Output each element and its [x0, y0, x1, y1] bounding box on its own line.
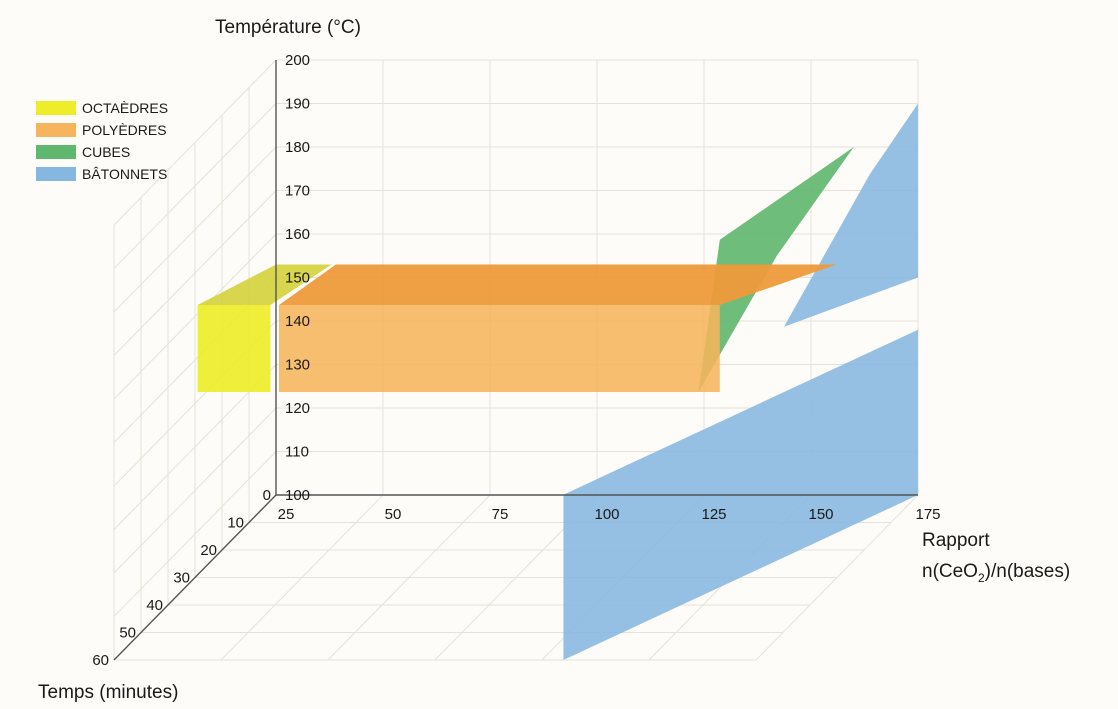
- x-tick-125: 125: [701, 506, 726, 523]
- x-axis-title-suffix: )/n(bases): [985, 561, 1071, 582]
- y-tick-130: 130: [285, 357, 310, 374]
- z-axis-line: [113, 494, 277, 661]
- region-polyedres-front: [279, 305, 720, 392]
- legend-swatch-cubes: [36, 145, 76, 159]
- legend-swatch-octaedres: [36, 101, 76, 115]
- z-tick-20: 20: [200, 542, 217, 559]
- x-tick-150: 150: [808, 506, 833, 523]
- legend: OCTAÈDRES POLYÈDRES CUBES BÂTONNETS: [36, 100, 168, 182]
- regions: [197, 103, 918, 660]
- x-tick-75: 75: [492, 506, 509, 523]
- legend-label-octaedres: OCTAÈDRES: [82, 100, 168, 116]
- x-tick-50: 50: [385, 506, 402, 523]
- legend-swatch-batonnets: [36, 167, 76, 181]
- region-octaedres-top: [197, 264, 332, 305]
- z-tick-50: 50: [119, 625, 136, 642]
- y-tick-110: 110: [285, 444, 309, 461]
- x-axis-title-line1: Rapport: [922, 530, 990, 551]
- region-octaedres-front: [197, 305, 271, 392]
- x-tick-100: 100: [594, 506, 619, 523]
- y-tick-190: 190: [285, 96, 310, 113]
- z-tick-60: 60: [92, 652, 109, 669]
- x-tick-175: 175: [915, 506, 940, 523]
- legend-label-polyedres: POLYÈDRES: [82, 122, 167, 138]
- x-axis-title-prefix: n(CeO: [922, 561, 978, 582]
- y-tick-160: 160: [285, 226, 310, 243]
- y-tick-150: 150: [285, 270, 310, 287]
- x-tick-25: 25: [278, 506, 295, 523]
- y-axis-title: Température (°C): [215, 17, 361, 38]
- x-axis-title-line2: n(CeO2)/n(bases): [922, 561, 1070, 585]
- legend-label-batonnets: BÂTONNETS: [82, 166, 167, 182]
- y-tick-170: 170: [285, 183, 310, 200]
- z-axis-title: Temps (minutes): [38, 682, 178, 703]
- y-tick-120: 120: [285, 400, 310, 417]
- legend-swatch-polyedres: [36, 123, 76, 137]
- z-tick-0: 0: [263, 487, 271, 504]
- y-tick-180: 180: [285, 139, 310, 156]
- z-tick-40: 40: [146, 597, 163, 614]
- legend-label-cubes: CUBES: [82, 144, 130, 160]
- region-polyedres-top: [279, 264, 837, 305]
- z-tick-10: 10: [227, 515, 244, 532]
- z-tick-30: 30: [173, 570, 190, 587]
- y-tick-140: 140: [285, 313, 310, 330]
- y-tick-100: 100: [285, 487, 310, 504]
- axes: [113, 60, 918, 661]
- x-axis-title-subscript: 2: [978, 571, 985, 585]
- y-tick-200: 200: [285, 52, 310, 69]
